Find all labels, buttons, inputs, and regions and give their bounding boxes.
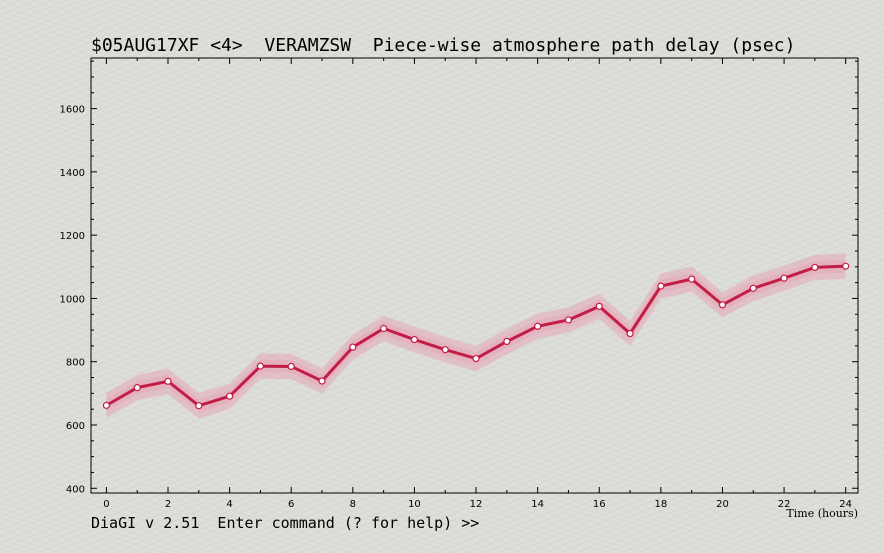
x-tick-label: 0 xyxy=(103,499,109,510)
data-point xyxy=(780,274,788,282)
data-point xyxy=(472,354,480,363)
data-point xyxy=(133,384,141,392)
data-point xyxy=(718,301,727,309)
data-point xyxy=(410,335,419,344)
x-tick-label: 8 xyxy=(350,499,356,510)
x-axis-label: Time (hours) xyxy=(786,507,858,520)
y-tick-label: 1000 xyxy=(60,294,85,305)
x-tick-label: 4 xyxy=(226,499,232,510)
data-point xyxy=(811,263,819,272)
data-point xyxy=(380,324,388,333)
data-point xyxy=(226,392,234,400)
y-tick-label: 600 xyxy=(66,421,85,432)
x-tick-label: 12 xyxy=(470,499,483,510)
data-point xyxy=(441,346,449,354)
x-tick-label: 16 xyxy=(593,499,606,510)
y-tick-label: 1200 xyxy=(60,231,85,242)
data-point xyxy=(534,322,542,330)
data-point xyxy=(256,362,265,370)
y-tick-label: 400 xyxy=(66,484,85,495)
plot-frame xyxy=(90,57,859,494)
x-tick-label: 2 xyxy=(165,499,171,510)
data-point xyxy=(595,302,603,310)
x-tick-label: 20 xyxy=(716,499,729,510)
data-point xyxy=(287,362,295,371)
data-point xyxy=(626,329,634,338)
data-point xyxy=(564,316,573,324)
data-point xyxy=(195,402,203,410)
data-point xyxy=(842,262,850,270)
data-point xyxy=(318,377,326,385)
x-tick-label: 22 xyxy=(778,499,791,510)
x-tick-label: 24 xyxy=(839,499,852,510)
error-band-inner xyxy=(106,259,846,413)
data-point xyxy=(688,275,696,283)
y-tick-label: 800 xyxy=(66,358,85,369)
error-band xyxy=(106,253,846,419)
plot-title: $05AUG17XF <4> VERAMZSW Piece-wise atmos… xyxy=(91,35,796,56)
x-tick-label: 6 xyxy=(288,499,294,510)
y-tick-label: 1400 xyxy=(60,168,85,179)
command-prompt[interactable]: DiaGI v 2.51 Enter command (? for help) … xyxy=(91,514,480,532)
x-tick-label: 10 xyxy=(408,499,421,510)
x-tick-label: 18 xyxy=(654,499,667,510)
data-point xyxy=(657,282,665,290)
x-tick-label: 14 xyxy=(531,499,544,510)
data-point xyxy=(164,377,172,385)
data-point xyxy=(102,401,111,409)
data-point xyxy=(503,337,511,346)
data-point xyxy=(749,284,757,292)
data-point xyxy=(349,343,357,351)
y-tick-label: 1600 xyxy=(60,105,85,116)
